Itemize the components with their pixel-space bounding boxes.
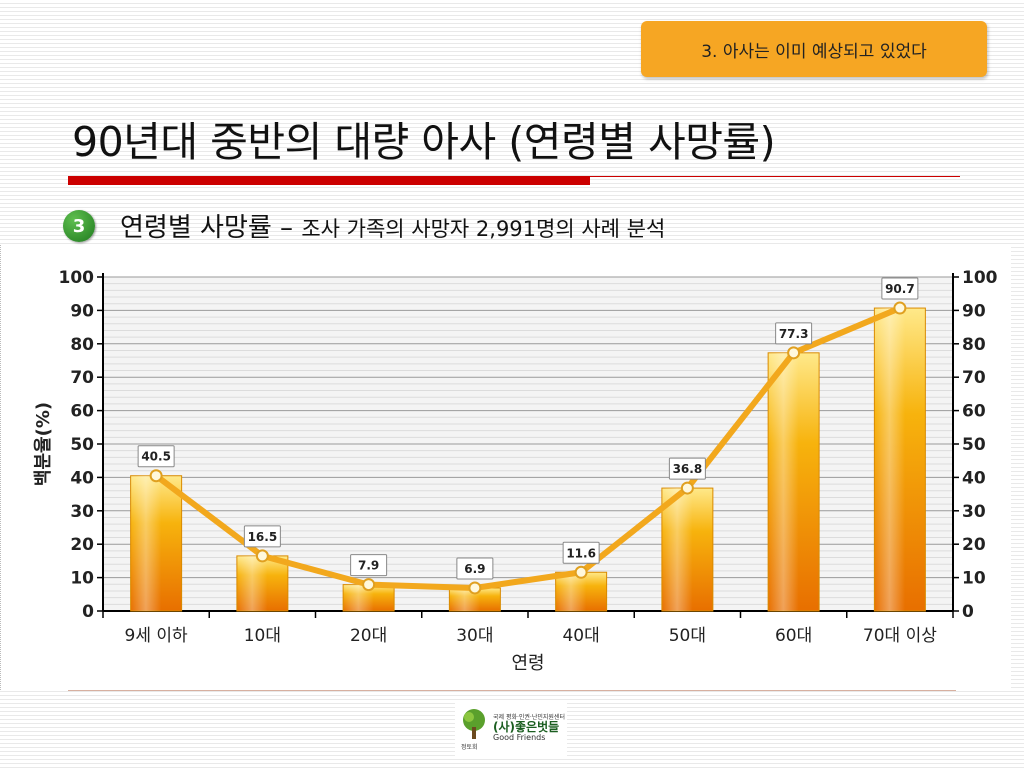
trend-point — [893, 301, 907, 315]
data-label-text: 16.5 — [248, 530, 278, 544]
logo-name: (사)좋은벗들 — [493, 720, 560, 735]
y-tick-label-right: 70 — [962, 368, 986, 388]
y-tick-label-right: 20 — [962, 535, 986, 555]
y-tick-label-right: 60 — [962, 402, 986, 422]
data-label: 40.5 — [137, 445, 175, 468]
trend-point — [574, 565, 588, 579]
section-tag: 3. 아사는 이미 예상되고 있었다 — [641, 21, 987, 77]
good-friends-logo: 국제 평화·인권·난민지원센터 (사)좋은벗들 Good Friends 정토회 — [455, 701, 567, 757]
trend-point — [680, 481, 694, 495]
bar-highlight — [874, 308, 926, 611]
data-label-box — [881, 277, 919, 300]
data-label-text: 77.3 — [779, 327, 809, 341]
section-dash: – — [271, 213, 302, 243]
data-label-text: 36.8 — [673, 462, 703, 476]
y-tick-label-left: 40 — [70, 468, 94, 488]
data-label: 16.5 — [243, 525, 281, 548]
x-tick-label: 20대 — [350, 626, 387, 646]
section-subtitle: 조사 가족의 사망자 2,991명의 사례 분석 — [301, 217, 666, 241]
y-tick-label-right: 40 — [962, 468, 986, 488]
y-tick-label-right: 50 — [962, 435, 986, 455]
data-label: 90.7 — [881, 277, 919, 300]
y-tick-label-left: 100 — [59, 268, 95, 288]
logo-tagline: 국제 평화·인권·난민지원센터 — [493, 713, 565, 721]
data-label-box — [775, 322, 813, 345]
data-label-box — [350, 554, 388, 577]
data-label: 36.8 — [668, 457, 706, 480]
age-mortality-chart: 0 0 10 10 20 20 30 30 40 40 50 50 60 60 70 70 80 80 90 90 10… — [33, 268, 998, 674]
trend-point — [255, 549, 269, 563]
data-label: 6.9 — [456, 557, 494, 580]
y-tick-label-left: 30 — [70, 502, 94, 522]
title-underline-thin — [590, 176, 960, 177]
data-label: 77.3 — [775, 322, 813, 345]
y-tick-label-left: 70 — [70, 368, 94, 388]
x-tick-label: 60대 — [775, 626, 812, 646]
x-tick-label: 30대 — [456, 626, 493, 646]
bar-highlight — [661, 488, 713, 611]
bar-highlight — [768, 352, 820, 611]
y-tick-label-left: 20 — [70, 535, 94, 555]
y-tick-label-right: 10 — [962, 569, 986, 589]
x-tick-label: 40대 — [562, 626, 599, 646]
section-lead: 연령별 사망률 — [120, 213, 272, 243]
title-underline-thick — [68, 176, 590, 185]
y-tick-label-right: 0 — [962, 602, 974, 622]
y-tick-label-right: 90 — [962, 301, 986, 321]
section-heading: 연령별 사망률 – 조사 가족의 사망자 2,991명의 사례 분석 — [120, 207, 665, 244]
y-axis-title: 백분율(%) — [33, 402, 54, 486]
data-label-box — [243, 525, 281, 548]
data-label-text: 11.6 — [566, 546, 596, 560]
trend-point — [787, 346, 801, 360]
tree-logo-icon — [463, 709, 485, 739]
section-tag-text: 3. 아사는 이미 예상되고 있었다 — [701, 41, 927, 62]
x-tick-label: 9세 이하 — [125, 626, 188, 646]
y-tick-label-left: 80 — [70, 335, 94, 355]
bar-highlight — [130, 475, 182, 611]
bar-highlight — [449, 587, 501, 611]
trend-point — [468, 581, 482, 595]
data-label-text: 7.9 — [358, 559, 379, 573]
y-tick-label-left: 90 — [70, 301, 94, 321]
trend-line — [153, 305, 903, 591]
data-label: 7.9 — [350, 554, 388, 577]
logo-english: Good Friends — [493, 733, 546, 743]
x-tick-label: 50대 — [669, 626, 706, 646]
x-axis-title: 연령 — [511, 653, 544, 674]
y-tick-label-right: 30 — [962, 502, 986, 522]
y-tick-label-left: 0 — [82, 602, 94, 622]
y-tick-label-left: 50 — [70, 435, 94, 455]
data-label-text: 40.5 — [141, 450, 171, 464]
y-tick-label-left: 60 — [70, 402, 94, 422]
footer-divider — [68, 690, 956, 691]
section-number-badge: 3 — [63, 210, 95, 242]
data-label: 11.6 — [562, 541, 600, 564]
x-tick-label: 70대 이상 — [863, 626, 937, 646]
data-label-text: 90.7 — [885, 282, 915, 296]
x-tick-label: 10대 — [244, 626, 281, 646]
y-tick-label-left: 10 — [70, 569, 94, 589]
trend-point — [149, 469, 163, 483]
chart-area: 0 0 10 10 20 20 30 30 40 40 50 50 60 60 70 70 80 80 90 90 10… — [0, 245, 1011, 690]
data-label-box — [668, 457, 706, 480]
logo-text: 국제 평화·인권·난민지원센터 (사)좋은벗들 Good Friends — [493, 713, 565, 744]
y-tick-label-right: 100 — [962, 268, 998, 288]
data-label-box — [562, 541, 600, 564]
y-tick-label-right: 80 — [962, 335, 986, 355]
logo-subtext: 정토회 — [461, 744, 478, 751]
slide-title: 90년대 중반의 대량 아사 (연령별 사망률) — [72, 118, 776, 166]
trend-point — [362, 578, 376, 592]
section-number: 3 — [72, 215, 86, 237]
bar-highlight — [236, 555, 288, 611]
data-label-box — [456, 557, 494, 580]
data-label-text: 6.9 — [464, 562, 485, 576]
data-label-box — [137, 445, 175, 468]
